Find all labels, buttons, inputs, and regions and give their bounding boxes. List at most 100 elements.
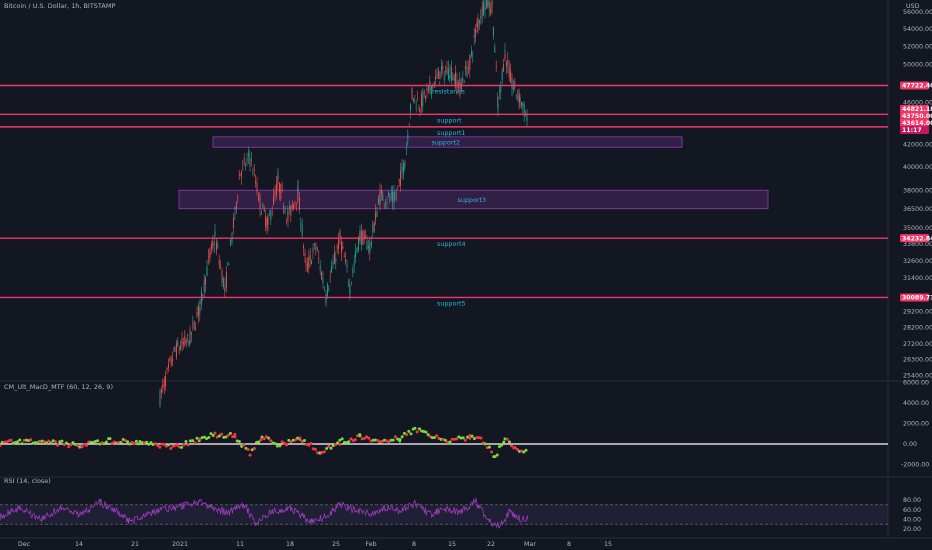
macd-point	[47, 439, 51, 443]
time-tick-label: Mar	[524, 541, 536, 548]
candle-body	[294, 202, 296, 204]
rsi-tick-label: 40.00	[903, 517, 921, 524]
candle-body	[346, 264, 348, 268]
candle-body	[350, 282, 352, 283]
rsi-line	[0, 497, 529, 529]
candle-body	[162, 384, 164, 388]
candle-body	[393, 192, 395, 205]
macd-point	[108, 437, 112, 441]
candle-body	[425, 96, 427, 100]
macd-tick-label: 0.00	[903, 441, 917, 448]
candle-body	[205, 277, 207, 285]
candle-body	[439, 71, 441, 80]
candle-body	[184, 335, 186, 345]
macd-point	[515, 447, 519, 451]
macd-point	[112, 440, 116, 444]
candle-body	[333, 252, 335, 265]
candle-body	[467, 66, 469, 69]
macd-point	[493, 455, 497, 459]
time-tick-label: 21	[131, 541, 139, 548]
level-label-resistance: resistance	[432, 88, 465, 96]
candle-body	[234, 217, 236, 219]
candle-body	[271, 210, 273, 212]
candle-body	[517, 96, 519, 97]
candle-body	[210, 243, 212, 250]
level-label-support1: support1	[437, 129, 466, 137]
candle-body	[267, 217, 269, 225]
macd-point	[153, 442, 157, 446]
macd-point	[287, 438, 291, 442]
macd-point	[9, 438, 13, 442]
macd-point	[452, 437, 456, 441]
symbol-title[interactable]: Bitcoin / U.S. Dollar, 1h, BITSTAMP	[4, 2, 115, 10]
candle-body	[338, 239, 340, 250]
zone-support3[interactable]	[178, 189, 769, 210]
zone-support2[interactable]	[212, 136, 683, 148]
candle-body	[383, 203, 385, 205]
macd-point	[119, 441, 123, 445]
candle-body	[160, 389, 162, 393]
macd-point	[134, 439, 138, 443]
macd-point	[233, 432, 237, 436]
candle-body	[182, 341, 184, 344]
macd-point	[184, 440, 188, 444]
macd-point	[273, 442, 277, 446]
macd-point	[466, 435, 470, 439]
candle-body	[400, 170, 402, 186]
candle-body	[313, 244, 315, 246]
candle-body	[247, 153, 249, 157]
macd-point	[497, 445, 501, 449]
candle-body	[167, 363, 169, 368]
candle-body	[259, 196, 261, 209]
candle-body	[242, 163, 244, 165]
candle-body	[343, 256, 345, 258]
candle-body	[290, 205, 292, 216]
candle-body	[478, 20, 480, 23]
candle-body	[347, 282, 349, 284]
candle-body	[249, 159, 251, 165]
candle-body	[385, 202, 387, 205]
candle-body	[173, 347, 175, 350]
candle-body	[494, 46, 496, 53]
macd-title[interactable]: CM_Ult_MacD_MTF (60, 12, 26, 9)	[4, 383, 113, 391]
candle-body	[262, 203, 264, 208]
macd-point	[282, 441, 286, 445]
candle-body	[187, 334, 189, 336]
candle-body	[402, 162, 404, 175]
candle-body	[522, 102, 524, 107]
candle-body	[207, 256, 209, 258]
candle-body	[484, 0, 486, 1]
macd-point	[483, 442, 487, 446]
macd-point	[435, 434, 439, 438]
rsi-title[interactable]: RSI (14, close)	[4, 477, 51, 485]
candle-body	[163, 378, 165, 389]
candle-body	[291, 204, 293, 209]
macd-point	[267, 436, 271, 440]
macd-point	[0, 440, 4, 444]
candle-body	[185, 340, 187, 345]
candle-body	[442, 65, 444, 70]
price-tick-label: 38000.00	[903, 187, 932, 194]
candle-body	[477, 20, 479, 28]
price-tag-label: 43750.00	[902, 113, 932, 120]
macd-point	[35, 441, 39, 445]
candle-body	[172, 359, 174, 362]
candle-body	[222, 278, 224, 288]
macd-point	[443, 438, 447, 442]
time-tick-label: 25	[332, 541, 340, 548]
candle-body	[404, 163, 406, 164]
macd-point	[333, 443, 337, 447]
macd-point	[278, 444, 282, 448]
macd-point	[80, 445, 84, 449]
macd-point	[358, 434, 362, 438]
candle-body	[445, 70, 447, 72]
macd-point	[126, 440, 130, 444]
macd-point	[475, 436, 479, 440]
macd-point	[353, 438, 357, 442]
candle-body	[170, 356, 172, 365]
candle-body	[326, 284, 328, 297]
candle-body	[228, 264, 230, 265]
candle-body	[515, 94, 517, 95]
